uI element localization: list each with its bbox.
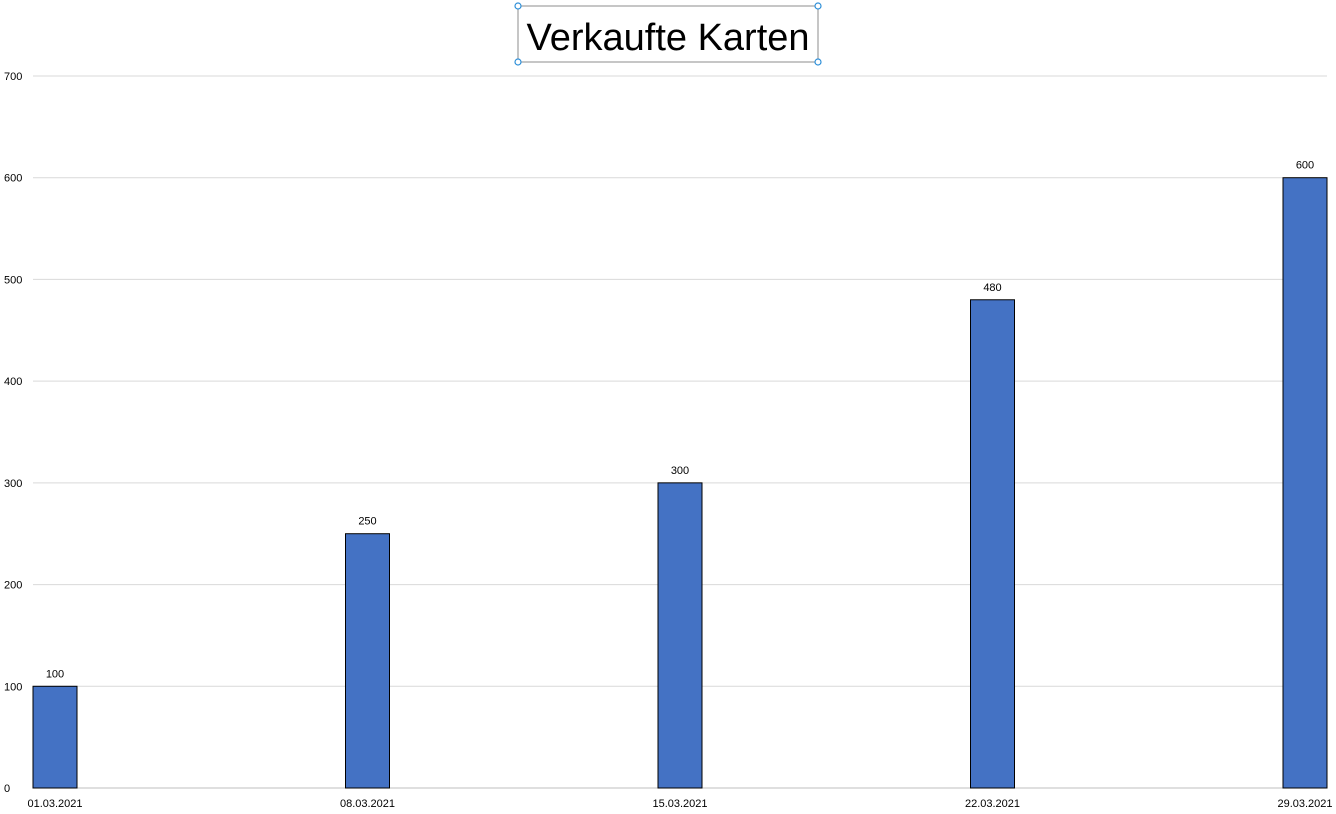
bar-22.03.2021[interactable] xyxy=(970,299,1015,789)
data-labels: 100 250 300 480 600 xyxy=(46,160,1314,681)
resize-handle-bottom-right[interactable] xyxy=(814,58,822,66)
bars[interactable] xyxy=(32,177,1328,789)
x-tick-label-29.03.2021: 29.03.2021 xyxy=(1277,798,1332,810)
y-tick-label-600: 600 xyxy=(4,173,22,185)
data-label-15.03.2021: 300 xyxy=(671,465,689,477)
y-tick-label-700: 700 xyxy=(4,71,22,83)
bar-15.03.2021[interactable] xyxy=(657,482,703,789)
data-label-22.03.2021: 480 xyxy=(983,282,1001,294)
bar-29.03.2021[interactable] xyxy=(1282,177,1328,789)
y-tick-label-100: 100 xyxy=(4,681,22,693)
data-label-08.03.2021: 250 xyxy=(358,516,376,528)
y-tick-label-0: 0 xyxy=(4,783,10,795)
resize-handle-top-left[interactable] xyxy=(514,2,522,10)
y-tick-label-400: 400 xyxy=(4,376,22,388)
data-label-01.03.2021: 100 xyxy=(46,668,64,680)
resize-handle-bottom-left[interactable] xyxy=(514,58,522,66)
x-tick-label-15.03.2021: 15.03.2021 xyxy=(652,798,707,810)
x-tick-label-22.03.2021: 22.03.2021 xyxy=(965,798,1020,810)
x-tick-label-08.03.2021: 08.03.2021 xyxy=(340,798,395,810)
chart-title-group[interactable]: Verkaufte Karten xyxy=(514,2,822,66)
x-axis-tick-labels: 01.03.2021 08.03.2021 15.03.2021 22.03.2021… xyxy=(27,798,1332,810)
title-selection-box[interactable] xyxy=(517,5,819,63)
title-selection-handles[interactable] xyxy=(514,2,822,66)
chart-title[interactable]: Verkaufte Karten xyxy=(526,17,809,59)
y-axis-tick-labels: 0 100 200 300 400 500 600 700 xyxy=(4,71,22,795)
y-tick-label-500: 500 xyxy=(4,274,22,286)
bar-01.03.2021[interactable] xyxy=(32,685,78,789)
data-label-29.03.2021: 600 xyxy=(1296,160,1314,172)
y-tick-label-300: 300 xyxy=(4,478,22,490)
x-tick-label-01.03.2021: 01.03.2021 xyxy=(27,798,82,810)
resize-handle-top-right[interactable] xyxy=(814,2,822,10)
bar-08.03.2021[interactable] xyxy=(345,533,390,789)
y-tick-label-200: 200 xyxy=(4,580,22,592)
